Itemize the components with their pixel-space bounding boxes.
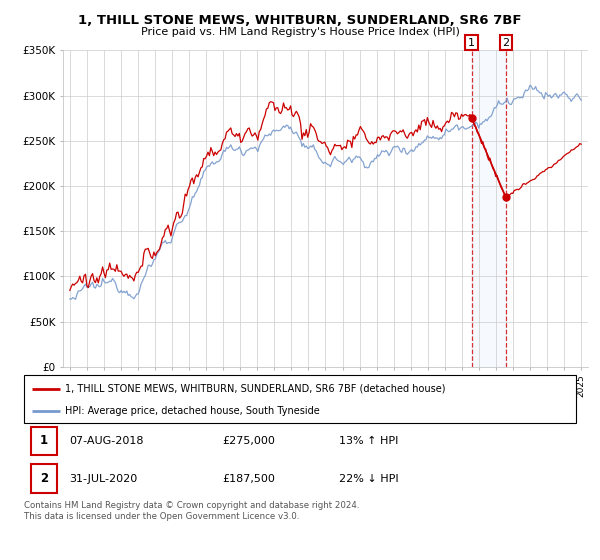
Text: £275,000: £275,000 (223, 436, 275, 446)
Text: Contains HM Land Registry data © Crown copyright and database right 2024.
This d: Contains HM Land Registry data © Crown c… (24, 501, 359, 521)
Bar (472, 50, 506, 367)
Text: 2: 2 (40, 472, 48, 486)
Text: Price paid vs. HM Land Registry's House Price Index (HPI): Price paid vs. HM Land Registry's House … (140, 27, 460, 37)
Text: 1, THILL STONE MEWS, WHITBURN, SUNDERLAND, SR6 7BF: 1, THILL STONE MEWS, WHITBURN, SUNDERLAN… (78, 14, 522, 27)
Text: 1, THILL STONE MEWS, WHITBURN, SUNDERLAND, SR6 7BF (detached house): 1, THILL STONE MEWS, WHITBURN, SUNDERLAN… (65, 384, 446, 394)
Text: 07-AUG-2018: 07-AUG-2018 (69, 436, 144, 446)
Text: 1: 1 (40, 435, 48, 447)
Text: 22% ↓ HPI: 22% ↓ HPI (338, 474, 398, 484)
Text: 31-JUL-2020: 31-JUL-2020 (69, 474, 137, 484)
Text: 1: 1 (468, 38, 475, 48)
Bar (31, 464, 57, 493)
Text: HPI: Average price, detached house, South Tyneside: HPI: Average price, detached house, Sout… (65, 406, 320, 416)
Text: 13% ↑ HPI: 13% ↑ HPI (338, 436, 398, 446)
Bar (31, 427, 57, 455)
Text: £187,500: £187,500 (223, 474, 275, 484)
Text: 2: 2 (502, 38, 509, 48)
